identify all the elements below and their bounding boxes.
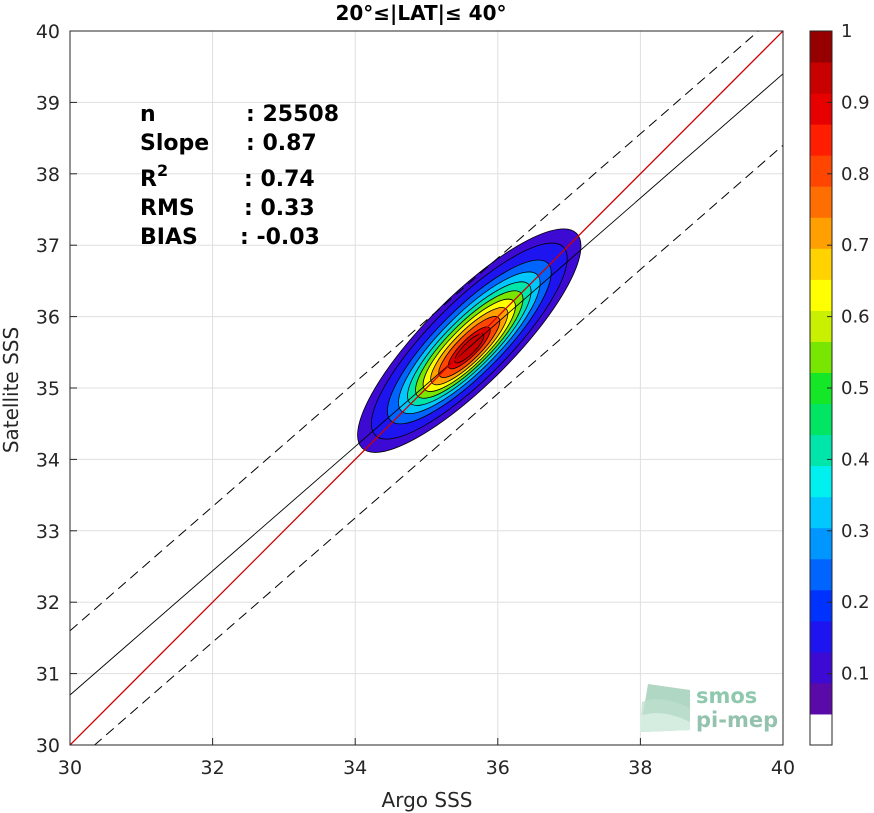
colorbar-segment bbox=[810, 496, 832, 529]
colorbar-segment bbox=[810, 651, 832, 684]
stat-n-value: : 25508 bbox=[246, 102, 339, 127]
colorbar-tick-label: 1 bbox=[841, 21, 852, 42]
colorbar-segment bbox=[810, 155, 832, 187]
regression-line bbox=[70, 73, 783, 696]
colorbar-segment bbox=[810, 682, 832, 715]
y-axis: 30 31 32 33 34 35 36 37 38 39 40 bbox=[36, 21, 77, 757]
colorbar-segment bbox=[810, 403, 832, 436]
stat-rms-label: RMS bbox=[140, 196, 195, 221]
colorbar bbox=[809, 30, 833, 746]
stat-bias-value: : -0.03 bbox=[240, 225, 320, 250]
x-tick-label: 36 bbox=[486, 757, 510, 779]
colorbar-segment bbox=[810, 372, 832, 405]
x-tick-label: 34 bbox=[343, 757, 367, 779]
y-tick-label: 37 bbox=[36, 235, 60, 257]
colorbar-segment bbox=[810, 62, 832, 94]
colorbar-segment bbox=[810, 310, 832, 342]
lower-envelope-line bbox=[93, 144, 783, 745]
colorbar-segment bbox=[810, 341, 832, 373]
colorbar-segment bbox=[810, 124, 832, 156]
x-tick-label: 32 bbox=[201, 757, 225, 779]
upper-envelope-line bbox=[70, 31, 760, 632]
colorbar-segment bbox=[810, 93, 832, 125]
smos-pi-mep-logo: smos pi-mep bbox=[640, 684, 778, 732]
colorbar-segment bbox=[810, 434, 832, 467]
y-tick-label: 39 bbox=[36, 92, 60, 114]
colorbar-tick-label: 0.9 bbox=[841, 92, 870, 113]
stat-r2-value: : 0.74 bbox=[244, 167, 315, 192]
grid bbox=[69, 30, 784, 746]
stat-r2-superscript: 2 bbox=[157, 161, 168, 180]
colorbar-segment bbox=[810, 248, 832, 280]
colorbar-tick-label: 0.4 bbox=[841, 449, 870, 470]
y-axis-label: Satellite SSS bbox=[0, 327, 23, 453]
colorbar-tick-label: 0.3 bbox=[841, 521, 870, 542]
x-axis-label: Argo SSS bbox=[382, 788, 473, 812]
colorbar-tick-label: 0.6 bbox=[841, 307, 870, 328]
colorbar-segment bbox=[810, 279, 832, 311]
colorbar-segment bbox=[810, 713, 832, 746]
colorbar-segment bbox=[810, 31, 832, 63]
logo-text-smos: smos bbox=[696, 684, 757, 708]
colorbar-segment bbox=[810, 620, 832, 653]
colorbar-segment bbox=[810, 217, 832, 249]
y-tick-label: 30 bbox=[36, 735, 60, 757]
y-tick-label: 40 bbox=[36, 21, 60, 43]
stat-n-label: n bbox=[140, 102, 156, 127]
stat-bias-label: BIAS bbox=[140, 225, 198, 250]
colorbar-ticks: 0.1 0.2 0.3 0.4 0.5 0.6 0.7 0.8 0.9 1 bbox=[827, 21, 870, 685]
y-tick-label: 38 bbox=[36, 164, 60, 186]
colorbar-tick-label: 0.5 bbox=[841, 378, 870, 399]
y-tick-label: 36 bbox=[36, 307, 60, 329]
x-axis: 30 32 34 36 38 40 bbox=[58, 738, 795, 779]
colorbar-tick-label: 0.1 bbox=[841, 664, 870, 685]
colorbar-segment bbox=[810, 589, 832, 622]
colorbar-tick-label: 0.2 bbox=[841, 592, 870, 613]
colorbar-segment bbox=[810, 558, 832, 591]
y-tick-label: 31 bbox=[36, 664, 60, 686]
x-tick-label: 38 bbox=[628, 757, 652, 779]
identity-line bbox=[70, 31, 783, 745]
stats-block: n : 25508 Slope : 0.87 R2 : 0.74 RMS : 0… bbox=[140, 102, 339, 250]
y-tick-label: 34 bbox=[36, 449, 60, 471]
stat-slope-label: Slope bbox=[140, 131, 209, 156]
stat-r2-label: R2 bbox=[140, 161, 168, 192]
reference-lines bbox=[70, 31, 783, 745]
y-tick-label: 33 bbox=[36, 521, 60, 543]
colorbar-segment bbox=[810, 527, 832, 560]
stat-r2-base: R bbox=[140, 167, 157, 192]
x-tick-label: 30 bbox=[58, 757, 82, 779]
colorbar-segment bbox=[810, 465, 832, 498]
y-tick-label: 35 bbox=[36, 378, 60, 400]
colorbar-segment bbox=[810, 186, 832, 218]
y-tick-label: 32 bbox=[36, 592, 60, 614]
chart-title: 20°≤|LAT|≤ 40° bbox=[335, 1, 506, 25]
stat-slope-value: : 0.87 bbox=[246, 131, 317, 156]
colorbar-tick-label: 0.7 bbox=[841, 235, 870, 256]
x-tick-label: 40 bbox=[771, 757, 795, 779]
colorbar-tick-label: 0.8 bbox=[841, 164, 870, 185]
stat-rms-value: : 0.33 bbox=[244, 196, 315, 221]
logo-text-pi-mep: pi-mep bbox=[696, 708, 778, 732]
